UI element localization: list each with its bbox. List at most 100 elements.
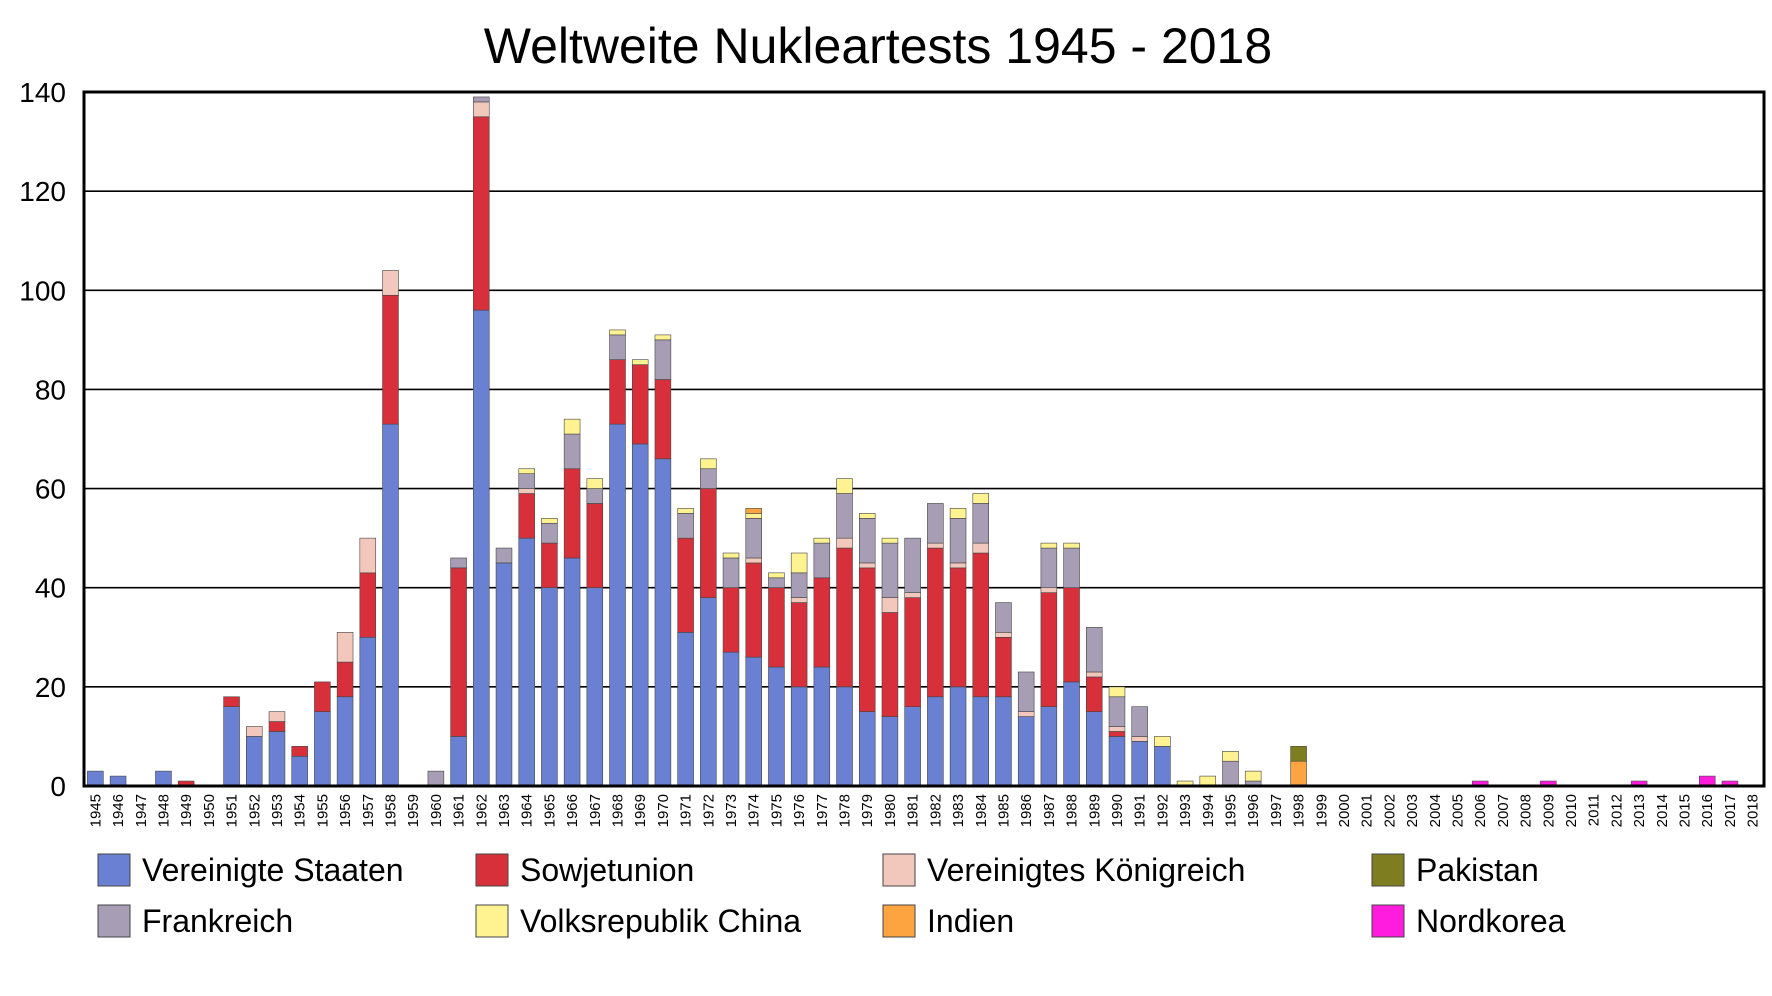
bar-segment bbox=[858, 518, 876, 564]
legend-label: Volksrepublik China bbox=[520, 903, 801, 939]
x-tick-label: 1947 bbox=[133, 794, 150, 827]
x-tick-label: 1974 bbox=[746, 794, 763, 827]
x-tick-label: 1948 bbox=[155, 794, 172, 827]
bar-segment bbox=[291, 755, 308, 787]
x-tick-label: 1959 bbox=[405, 794, 422, 827]
bar-segment bbox=[563, 433, 581, 470]
bar-segment bbox=[768, 572, 785, 579]
x-tick-label: 1994 bbox=[1200, 794, 1217, 827]
x-tick-label: 1956 bbox=[337, 794, 354, 827]
bar-segment bbox=[1040, 542, 1058, 549]
x-tick-label: 2007 bbox=[1495, 794, 1512, 827]
bar-segment bbox=[473, 309, 490, 787]
bar-segment bbox=[836, 478, 853, 494]
y-axis-tick-labels: 0 20 40 60 80 100 120 140 bbox=[19, 77, 66, 802]
x-tick-label: 1993 bbox=[1177, 794, 1194, 827]
x-tick-label: 1971 bbox=[678, 794, 695, 827]
bar-segment bbox=[586, 478, 604, 489]
bar-segment bbox=[268, 731, 286, 787]
bar-segment bbox=[700, 488, 717, 598]
x-tick-label: 1962 bbox=[473, 794, 490, 827]
x-tick-label: 1969 bbox=[632, 794, 649, 827]
bar-segment bbox=[881, 542, 899, 598]
bar-segment bbox=[1108, 731, 1126, 737]
x-tick-label: 1975 bbox=[768, 794, 785, 827]
bar-segment bbox=[677, 508, 694, 514]
x-tick-label: 1945 bbox=[87, 794, 104, 827]
bar-segment bbox=[268, 721, 286, 732]
bar-segment bbox=[586, 488, 604, 504]
x-tick-label: 1986 bbox=[1018, 794, 1035, 827]
x-tick-label: 1968 bbox=[610, 794, 627, 827]
legend-swatch bbox=[882, 853, 916, 887]
bar-segment bbox=[768, 577, 785, 589]
x-tick-label: 1995 bbox=[1222, 794, 1239, 827]
bar-segment bbox=[677, 513, 694, 539]
bar-segment bbox=[541, 542, 558, 589]
x-tick-label: 1996 bbox=[1245, 794, 1262, 827]
bar-segment bbox=[927, 542, 944, 549]
y-tick-label: 140 bbox=[19, 77, 66, 108]
x-tick-label: 2017 bbox=[1722, 794, 1739, 827]
bar-segment bbox=[223, 696, 240, 707]
bar-segment bbox=[881, 716, 899, 787]
bar-segment bbox=[768, 666, 785, 787]
y-tick-label: 80 bbox=[35, 374, 66, 405]
bar-segment bbox=[745, 656, 762, 787]
bar-segment bbox=[495, 562, 513, 787]
bar-segment bbox=[858, 567, 876, 712]
x-tick-label: 2013 bbox=[1631, 794, 1648, 827]
bar-segment bbox=[745, 562, 762, 658]
bar-segment bbox=[450, 557, 467, 569]
x-tick-label: 2009 bbox=[1540, 794, 1557, 827]
bar-segment bbox=[359, 537, 377, 574]
bar-segment bbox=[541, 587, 558, 787]
x-tick-label: 1964 bbox=[519, 794, 536, 827]
bar-segment bbox=[813, 537, 831, 544]
bar-segment bbox=[314, 711, 331, 787]
legend-swatch bbox=[882, 904, 916, 938]
x-tick-label: 1987 bbox=[1041, 794, 1058, 827]
bar-segment bbox=[1086, 711, 1103, 787]
bar-segment bbox=[1017, 711, 1035, 717]
bar-segment bbox=[1131, 736, 1148, 742]
x-tick-label: 1970 bbox=[655, 794, 672, 827]
bar-segment bbox=[836, 686, 853, 787]
bar-segment bbox=[972, 696, 989, 787]
x-tick-label: 1973 bbox=[723, 794, 740, 827]
bar-segment bbox=[677, 537, 694, 633]
bar-segment bbox=[700, 597, 717, 787]
bar-segment bbox=[700, 458, 717, 470]
y-tick-label: 60 bbox=[35, 474, 66, 505]
bar-segment bbox=[949, 686, 967, 787]
bar-segment bbox=[700, 468, 717, 489]
bar-segment bbox=[995, 696, 1012, 787]
bar-segment bbox=[1154, 736, 1171, 747]
bar-segment bbox=[927, 547, 944, 698]
bar-segment bbox=[223, 706, 240, 787]
bar-segment bbox=[1086, 671, 1103, 678]
bar-segment bbox=[359, 636, 377, 787]
bar-segment bbox=[609, 329, 626, 336]
bar-segment bbox=[1108, 726, 1126, 732]
bar-segment bbox=[631, 443, 649, 787]
bar-segment bbox=[541, 522, 558, 544]
bar-segment bbox=[813, 577, 831, 668]
bar-segment bbox=[654, 458, 672, 787]
bar-segment bbox=[563, 418, 581, 435]
bar-segment bbox=[904, 592, 921, 598]
bar-segment bbox=[995, 602, 1012, 633]
bar-segment bbox=[359, 572, 377, 638]
bar-segment bbox=[586, 587, 604, 787]
bar-segment bbox=[268, 711, 286, 722]
bar-segment bbox=[1063, 547, 1080, 589]
bar-segment bbox=[904, 597, 921, 707]
bar-segment bbox=[1131, 706, 1148, 737]
bar-segment bbox=[745, 557, 762, 564]
x-tick-label: 1980 bbox=[882, 794, 899, 827]
bar-segment bbox=[518, 488, 535, 494]
y-tick-label: 100 bbox=[19, 275, 66, 306]
bar-segment bbox=[972, 503, 989, 544]
x-tick-label: 1992 bbox=[1154, 794, 1171, 827]
bar-segment bbox=[382, 294, 399, 425]
